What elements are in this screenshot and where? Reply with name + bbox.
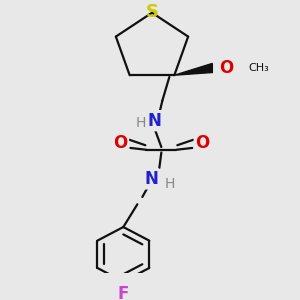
Text: F: F xyxy=(118,285,129,300)
Text: N: N xyxy=(147,112,161,130)
Text: O: O xyxy=(219,59,233,77)
Text: S: S xyxy=(146,3,158,21)
Text: CH₃: CH₃ xyxy=(248,63,269,73)
Text: N: N xyxy=(144,170,158,188)
Text: O: O xyxy=(113,134,127,152)
Text: O: O xyxy=(195,134,209,152)
Polygon shape xyxy=(174,63,212,75)
Text: H: H xyxy=(135,116,146,130)
Text: H: H xyxy=(164,177,175,191)
